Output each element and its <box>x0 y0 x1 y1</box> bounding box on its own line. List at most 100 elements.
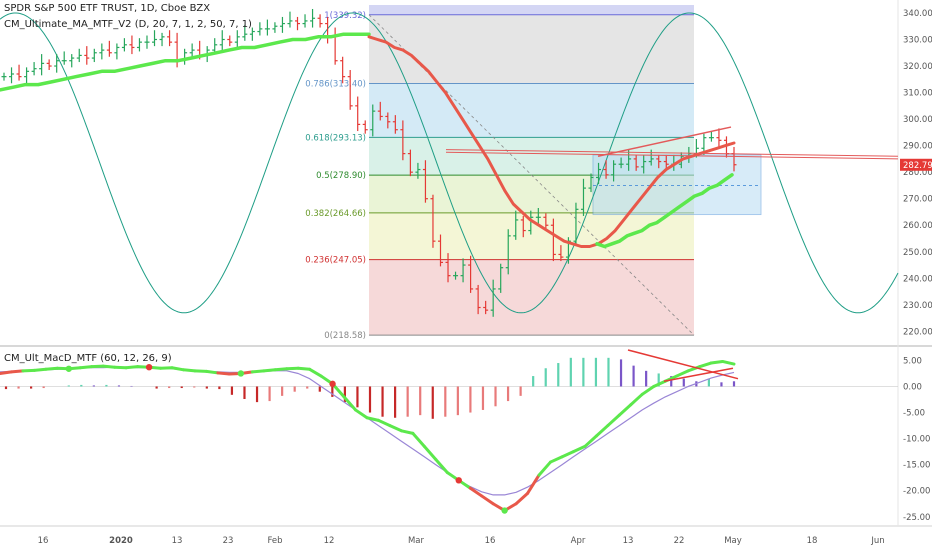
macd-axis-tick: -25.00 <box>903 513 930 523</box>
macd-line-segment <box>422 444 438 461</box>
time-axis-tick: May <box>724 536 742 546</box>
macd-line-segment <box>365 416 380 422</box>
macd-line-segment <box>101 364 117 369</box>
price-axis-tick: 280.00 <box>903 168 932 178</box>
macd-line-segment <box>90 364 105 369</box>
macd-line-segment <box>514 491 530 506</box>
price-axis-tick: 300.00 <box>903 115 932 125</box>
time-axis-tick: 23 <box>223 536 234 546</box>
macd-line-segment <box>9 369 25 374</box>
macd-line-segment <box>571 444 587 454</box>
last-price-label: 282.79 <box>903 161 932 171</box>
macd-cross-dot <box>237 370 245 377</box>
fib-trend-line <box>368 14 695 336</box>
macd-cross-dot <box>329 380 336 388</box>
macd-line-segment <box>204 369 220 375</box>
macd-line-segment <box>124 365 140 370</box>
time-axis-tick: 16 <box>38 536 49 546</box>
macd-line-segment <box>44 366 59 371</box>
ma-red-line <box>367 35 736 248</box>
macd-line-segment <box>434 457 449 474</box>
macd-line-segment <box>399 429 415 435</box>
macd-line-segment <box>193 369 208 373</box>
macd-axis-tick: 5.00 <box>903 356 922 366</box>
time-axis-tick: Feb <box>267 536 282 546</box>
macd-line-segment <box>78 365 94 370</box>
macd-line-segment <box>285 366 300 371</box>
ma-indicator-legend[interactable]: CM_Ultimate_MA_MTF_V2 (D, 20, 7, 1, 2, 5… <box>4 19 252 30</box>
fib-zone <box>369 83 694 138</box>
time-axis-tick: 16 <box>485 536 496 546</box>
time-axis-tick: Jun <box>870 536 884 546</box>
macd-line-segment <box>170 366 185 372</box>
macd-line-segment <box>216 371 231 376</box>
fib-level-label: 0.786(313.40) <box>305 80 366 90</box>
price-axis-tick: 310.00 <box>903 89 932 99</box>
macd-line-segment <box>698 361 713 369</box>
time-axis-tick: 12 <box>324 536 335 546</box>
price-axis-tick: 290.00 <box>903 142 932 152</box>
macd-line-segment <box>342 395 358 412</box>
macd-line-segment <box>411 431 426 448</box>
macd-line-segment <box>388 424 403 433</box>
cycle-wave <box>0 12 899 314</box>
fib-zone <box>369 259 694 336</box>
macd-line-segment <box>376 418 392 428</box>
macd-line-segment <box>159 366 174 370</box>
macd-axis-tick: -10.00 <box>903 435 930 445</box>
macd-line-segment <box>629 392 644 407</box>
resistance-line <box>445 149 899 157</box>
macd-line-segment <box>250 369 266 374</box>
macd-cross-dot <box>455 477 462 484</box>
macd-line-segment <box>606 413 621 428</box>
macd-line-segment <box>640 384 656 396</box>
macd-cross-dot <box>501 507 508 514</box>
ma-green-line <box>0 32 371 92</box>
resistance-line-2 <box>445 151 899 160</box>
ma-green-line-late <box>595 173 734 249</box>
price-axis-tick: 240.00 <box>903 274 932 284</box>
price-axis-tick: 220.00 <box>903 327 932 337</box>
time-axis-tick: 22 <box>674 536 685 546</box>
macd-line-segment <box>262 368 277 373</box>
macd-line-segment <box>617 403 633 417</box>
macd-line-segment <box>526 473 541 495</box>
price-axis-tick: 330.00 <box>903 35 932 45</box>
macd-line-segment <box>273 367 289 372</box>
macd-cross-dot <box>145 364 153 371</box>
time-axis-tick: Apr <box>571 536 586 546</box>
fib-level-label: 0.618(293.13) <box>305 133 366 143</box>
time-axis-tick: 18 <box>807 536 818 546</box>
macd-axis-tick: -5.00 <box>903 409 925 419</box>
macd-divergence-line-2 <box>663 367 734 383</box>
fib-zone <box>369 14 694 84</box>
price-axis-tick: 340.00 <box>903 9 932 19</box>
fib-level-label: 0.382(264.66) <box>305 209 366 219</box>
macd-axis-tick: -15.00 <box>903 461 930 471</box>
macd-divergence-line <box>627 349 739 380</box>
macd-indicator-legend[interactable]: CM_Ult_MacD_MTF (60, 12, 26, 9) <box>4 353 172 364</box>
price-axis-tick: 230.00 <box>903 301 932 311</box>
macd-line-segment <box>308 367 323 378</box>
fib-level-label: 0.5(278.90) <box>316 171 366 181</box>
price-axis-tick: 260.00 <box>903 221 932 231</box>
macd-line-segment <box>21 368 36 373</box>
macd-line-segment <box>560 450 575 459</box>
macd-axis-tick: 0.00 <box>903 382 922 392</box>
macd-line-segment <box>594 424 610 438</box>
macd-line-segment <box>709 359 725 365</box>
price-axis-tick: 270.00 <box>903 195 932 205</box>
wedge-upper-line <box>597 126 732 157</box>
macd-line-segment <box>652 379 667 388</box>
macd-line-segment <box>0 370 13 375</box>
macd-line-segment <box>480 494 495 506</box>
macd-axis-tick: -20.00 <box>903 487 930 497</box>
symbol-legend[interactable]: SPDR S&P 500 ETF TRUST, 1D, Cboe BZX <box>4 3 211 14</box>
macd-line-segment <box>32 367 48 372</box>
fib-level-label: 0(218.58) <box>324 331 366 341</box>
price-axis-tick: 250.00 <box>903 248 932 258</box>
macd-line-segment <box>296 366 312 371</box>
time-axis-tick: Mar <box>408 536 425 546</box>
